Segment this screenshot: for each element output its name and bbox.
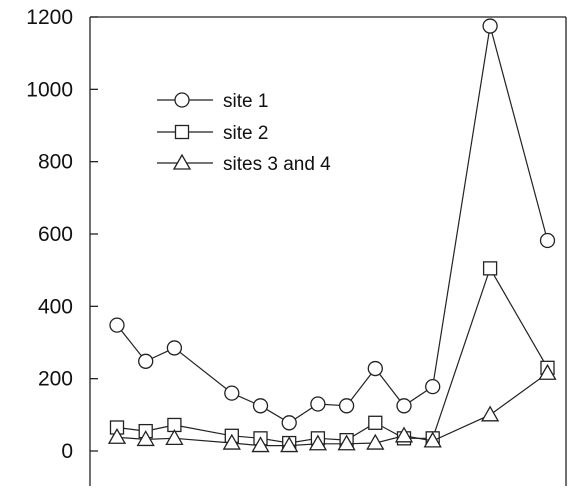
legend-marker-circle xyxy=(174,92,190,108)
legend-item: site 2 xyxy=(157,123,268,144)
series-1 xyxy=(109,18,556,431)
legend-item: sites 3 and 4 xyxy=(157,153,331,175)
data-point-triangle xyxy=(308,434,328,451)
data-point-circle xyxy=(482,18,498,34)
series-line xyxy=(116,372,548,447)
series-line xyxy=(116,25,549,424)
data-point-triangle xyxy=(222,433,241,450)
series-line xyxy=(116,266,549,444)
data-point-triangle xyxy=(423,431,442,448)
data-point-circle xyxy=(539,232,556,249)
data-point-circle xyxy=(396,398,412,414)
data-series xyxy=(107,18,557,453)
data-point-circle xyxy=(109,317,125,333)
legend-label: site 2 xyxy=(223,123,268,144)
legend-marker-triangle xyxy=(172,153,192,170)
data-point-circle xyxy=(281,415,297,431)
data-point-circle xyxy=(425,378,441,395)
data-point-circle xyxy=(310,396,326,412)
data-point-circle xyxy=(338,398,355,414)
data-point-triangle xyxy=(107,427,127,444)
y-tick-label: 1000 xyxy=(26,78,73,101)
data-point-triangle xyxy=(337,434,356,451)
data-point-triangle xyxy=(366,433,385,450)
data-point-circle xyxy=(252,398,269,414)
y-tick-label: 600 xyxy=(38,223,73,246)
data-point-circle xyxy=(166,340,183,356)
y-axis-ticks: 0 200 400 600 800 1000 1200 xyxy=(26,6,98,463)
y-tick-label: 800 xyxy=(38,151,73,174)
data-point-circle xyxy=(138,353,154,369)
data-point-triangle xyxy=(538,363,557,380)
series-3 xyxy=(107,363,557,453)
data-point-circle xyxy=(367,360,383,377)
data-point-triangle xyxy=(251,436,270,453)
data-point-triangle xyxy=(165,429,184,445)
legend-item: site 1 xyxy=(157,91,268,112)
data-point-triangle xyxy=(280,436,299,453)
legend-label: sites 3 and 4 xyxy=(223,154,331,175)
data-point-triangle xyxy=(136,430,155,447)
y-tick-label: 0 xyxy=(61,440,73,463)
legend: site 1 site 2 sites 3 and 4 xyxy=(157,91,331,175)
data-point-circle xyxy=(224,385,240,401)
data-point-triangle xyxy=(394,426,414,443)
y-tick-label: 1200 xyxy=(26,6,73,29)
data-point-triangle xyxy=(480,405,500,422)
axes xyxy=(89,16,567,486)
y-tick-label: 200 xyxy=(38,368,73,391)
legend-marker-square xyxy=(174,124,190,140)
y-tick-label: 400 xyxy=(38,295,73,318)
legend-label: site 1 xyxy=(223,91,268,112)
data-point-square xyxy=(482,261,498,276)
data-point-square xyxy=(368,415,383,430)
